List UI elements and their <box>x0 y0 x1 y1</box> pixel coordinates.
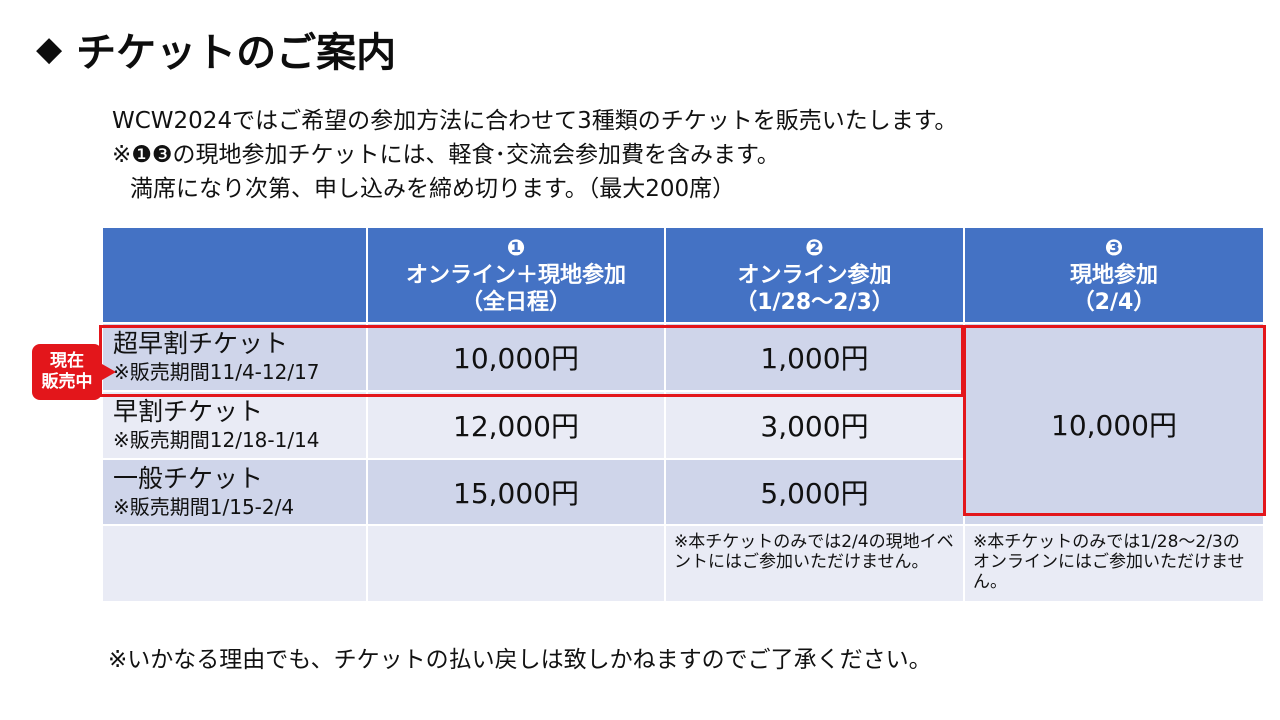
note-cell-empty <box>368 526 664 601</box>
header-number: ❸ <box>1104 235 1124 261</box>
refund-note: ※いかなる理由でも、チケットの払い戻しは致しかねますのでご了承ください。 <box>108 647 932 673</box>
price-cell: 15,000円 <box>368 460 664 524</box>
on-sale-badge: 現在 販売中 <box>32 344 116 400</box>
note-cell-empty <box>103 526 366 601</box>
sales-period: ※販売期間1/15-2/4 <box>113 495 295 519</box>
header-sub: （全日程） <box>460 289 571 315</box>
row-label-general: 一般チケット ※販売期間1/15-2/4 <box>103 460 366 524</box>
ticket-table: ❶ オンライン＋現地参加 （全日程） ❷ オンライン参加 （1/28～2/3） … <box>103 228 1263 601</box>
intro-line-2: ※❶❸の現地参加チケットには、軽食･交流会参加費を含みます。 <box>112 142 780 168</box>
sales-period: ※販売期間11/4-12/17 <box>113 360 320 384</box>
badge-line-2: 販売中 <box>41 372 93 392</box>
diamond-icon: ◆ <box>36 29 63 69</box>
header-sub: （1/28～2/3） <box>735 289 894 315</box>
onsite-ticket-note: ※本チケットのみでは1/28～2/3のオンラインにはご参加いただけません。 <box>965 526 1263 601</box>
header-name: 現地参加 <box>1069 262 1158 288</box>
row-label-early: 早割チケット ※販売期間12/18-1/14 <box>103 392 366 458</box>
ticket-name: 超早割チケット <box>113 329 289 358</box>
online-ticket-note: ※本チケットのみでは2/4の現地イベントにはご参加いただけません。 <box>666 526 963 601</box>
header-corner <box>103 228 366 322</box>
price-cell: 12,000円 <box>368 392 664 458</box>
intro-line-3: 満席になり次第、申し込みを締め切ります。（最大200席） <box>130 176 736 202</box>
ticket-name: 早割チケット <box>113 397 264 426</box>
header-online: ❷ オンライン参加 （1/28～2/3） <box>666 228 963 322</box>
sales-period: ※販売期間12/18-1/14 <box>113 428 320 452</box>
intro-line-1: WCW2024ではご希望の参加方法に合わせて3種類のチケットを販売いたします。 <box>112 108 958 134</box>
intro-text: WCW2024ではご希望の参加方法に合わせて3種類のチケットを販売いたします。 … <box>112 104 957 206</box>
row-label-super-early: 超早割チケット ※販売期間11/4-12/17 <box>103 324 366 390</box>
badge-line-1: 現在 <box>50 351 84 371</box>
ticket-name: 一般チケット <box>113 464 264 493</box>
page-title: ◆ チケットのご案内 <box>36 20 396 78</box>
header-number: ❶ <box>506 235 526 261</box>
header-onsite: ❸ 現地参加 （2/4） <box>965 228 1263 322</box>
price-cell: 10,000円 <box>368 324 664 390</box>
header-name: オンライン参加 <box>737 262 892 288</box>
onsite-price-cell: 10,000円 <box>965 324 1263 524</box>
price-cell: 3,000円 <box>666 392 963 458</box>
header-name: オンライン＋現地参加 <box>405 262 626 288</box>
header-online-onsite: ❶ オンライン＋現地参加 （全日程） <box>368 228 664 322</box>
price-cell: 5,000円 <box>666 460 963 524</box>
price-cell: 1,000円 <box>666 324 963 390</box>
header-sub: （2/4） <box>1072 289 1156 315</box>
header-number: ❷ <box>805 235 824 261</box>
page-title-text: チケットのご案内 <box>76 30 397 76</box>
